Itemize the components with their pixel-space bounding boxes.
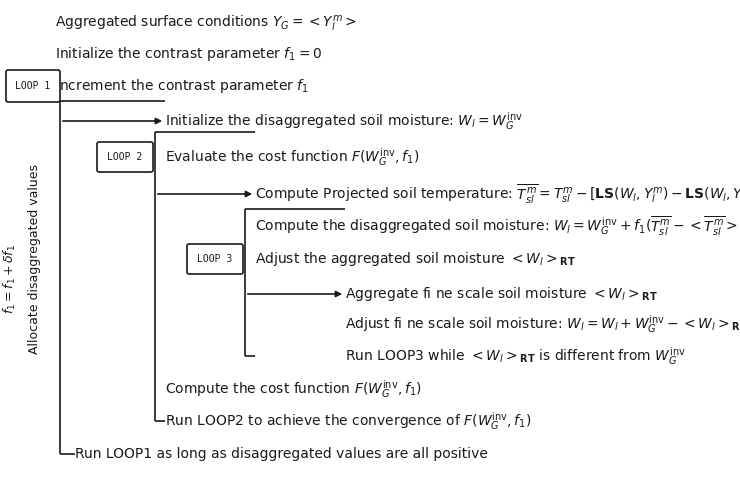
- Text: Compute Projected soil temperature: $\overline{T_{sl}^m} = T_{sl}^m - [\mathbf{L: Compute Projected soil temperature: $\ov…: [255, 182, 740, 206]
- FancyBboxPatch shape: [97, 142, 153, 172]
- Text: Compute the disaggregated soil moisture: $W_l = W_G^{\mathrm{inv}} + f_1(\overli: Compute the disaggregated soil moisture:…: [255, 214, 740, 238]
- Text: Adjust the aggregated soil moisture $< W_l >_{\mathbf{RT}}$: Adjust the aggregated soil moisture $< W…: [255, 250, 576, 268]
- FancyBboxPatch shape: [6, 70, 60, 102]
- Text: Aggregate fi ne scale soil moisture $< W_l >_{\mathbf{RT}}$: Aggregate fi ne scale soil moisture $< W…: [345, 285, 658, 303]
- Text: Aggregated surface conditions $Y_G =<Y_l^m>$: Aggregated surface conditions $Y_G =<Y_l…: [55, 14, 357, 34]
- Text: $f_1 = f_1 + \delta f_1$: $f_1 = f_1 + \delta f_1$: [2, 244, 18, 314]
- Text: Initialize the contrast parameter $f_1 = 0$: Initialize the contrast parameter $f_1 =…: [55, 45, 322, 63]
- Text: LOOP 1: LOOP 1: [16, 81, 50, 91]
- Text: LOOP 2: LOOP 2: [107, 152, 143, 162]
- Text: Run LOOP1 as long as disaggregated values are all positive: Run LOOP1 as long as disaggregated value…: [75, 447, 488, 461]
- Text: Evaluate the cost function $F(W_G^{\mathrm{inv}}, f_1)$: Evaluate the cost function $F(W_G^{\math…: [165, 146, 420, 168]
- FancyBboxPatch shape: [187, 244, 243, 274]
- Text: Increment the contrast parameter $f_1$: Increment the contrast parameter $f_1$: [55, 77, 309, 95]
- Text: Adjust fi ne scale soil moisture: $W_l = W_l + W_G^{\mathrm{inv}} - < W_l >_{\ma: Adjust fi ne scale soil moisture: $W_l =…: [345, 313, 740, 335]
- Text: Run LOOP3 while $< W_l >_{\mathbf{RT}}$ is different from $W_G^{\mathrm{inv}}$: Run LOOP3 while $< W_l >_{\mathbf{RT}}$ …: [345, 345, 686, 367]
- Text: LOOP 3: LOOP 3: [198, 254, 232, 264]
- Text: Compute the cost function $F(W_G^{\mathrm{inv}}, f_1)$: Compute the cost function $F(W_G^{\mathr…: [165, 378, 422, 400]
- Text: Initialize the disaggregated soil moisture: $W_l = W_G^{\mathrm{inv}}$: Initialize the disaggregated soil moistu…: [165, 110, 522, 132]
- Text: Run LOOP2 to achieve the convergence of $F(W_G^{\mathrm{inv}}, f_1)$: Run LOOP2 to achieve the convergence of …: [165, 410, 531, 432]
- Text: Allocate disaggregated values: Allocate disaggregated values: [29, 164, 41, 354]
